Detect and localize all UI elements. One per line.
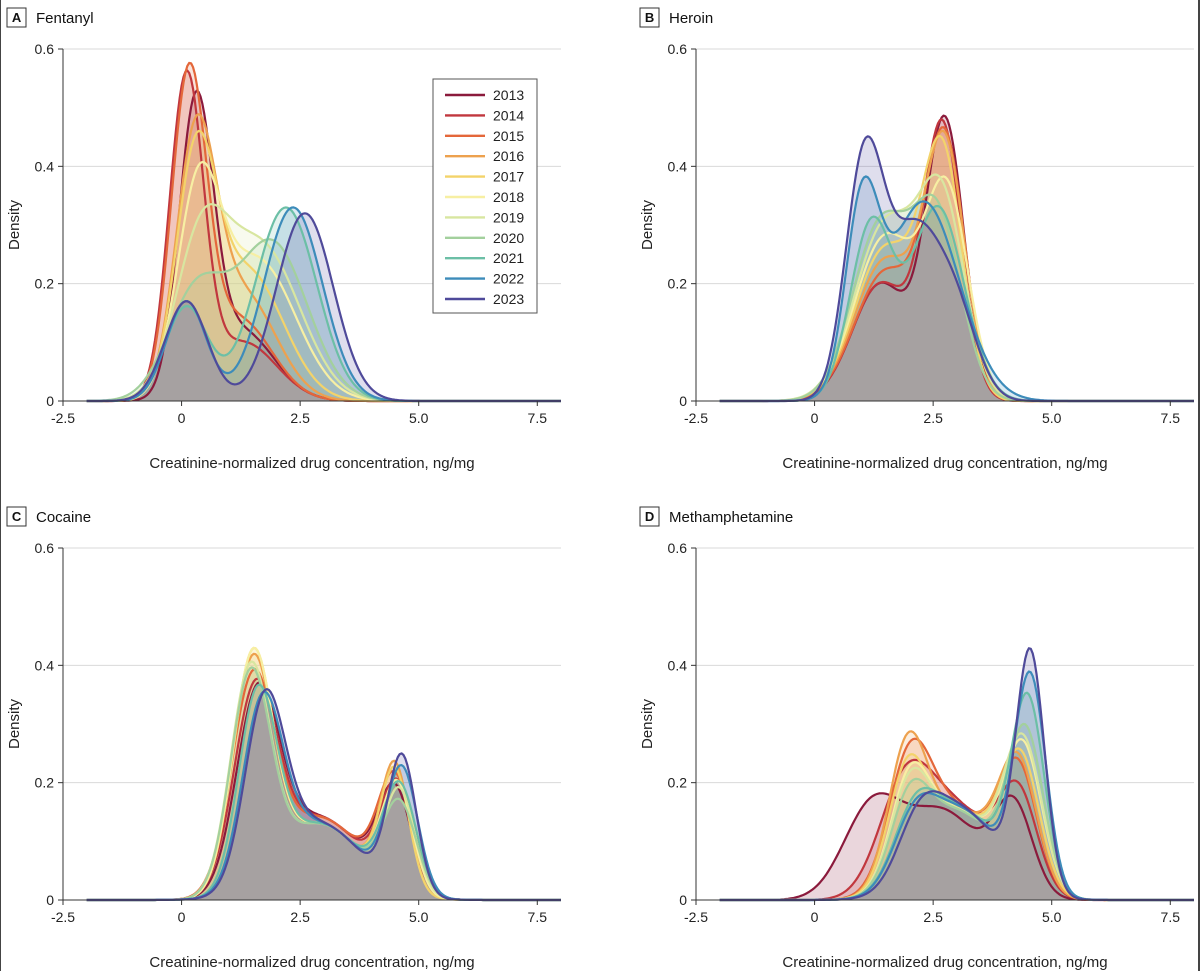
y-tick-label: 0 bbox=[679, 393, 687, 409]
series-area-2014 bbox=[86, 70, 561, 401]
panel-letter: A bbox=[12, 10, 22, 25]
panel-title: Cocaine bbox=[36, 509, 91, 526]
x-tick-label: 7.5 bbox=[528, 410, 548, 426]
x-tick-label: 5.0 bbox=[1042, 909, 1062, 925]
panel-letter-box bbox=[639, 506, 660, 527]
x-ticks: -2.5 0 2.5 5.0 7.5 bbox=[51, 401, 547, 426]
x-ticks: -2.5 0 2.5 5.0 7.5 bbox=[51, 900, 547, 925]
y-axis-label: Density bbox=[639, 698, 656, 749]
x-axis-label: Creatinine-normalized drug concentration… bbox=[149, 954, 474, 971]
panel-letter: C bbox=[12, 509, 22, 524]
x-tick-label: 7.5 bbox=[528, 909, 548, 925]
panel-letter-box bbox=[639, 7, 660, 28]
legend-label-2014: 2014 bbox=[493, 107, 524, 123]
x-tick-label: 2.5 bbox=[923, 909, 943, 925]
y-axis-label: Density bbox=[6, 698, 23, 749]
overlap-area bbox=[86, 695, 561, 900]
panel-cocaine: -2.5 0 2.5 5.0 7.5 00.20.40.6 C Cocaine Crea… bbox=[6, 506, 561, 971]
legend: 2013 2014 2015 2016 2017 2018 2019 2020 2021 2022… bbox=[432, 78, 538, 314]
series-area-2014 bbox=[719, 119, 1194, 402]
x-tick-label: 2.5 bbox=[923, 410, 943, 426]
legend-label-2016: 2016 bbox=[493, 148, 524, 164]
x-tick-label: 5.0 bbox=[409, 909, 429, 925]
x-axis-label: Creatinine-normalized drug concentration… bbox=[149, 455, 474, 472]
legend-label-2018: 2018 bbox=[493, 189, 524, 205]
x-tick-label: 0 bbox=[178, 909, 186, 925]
x-tick-label: 0 bbox=[178, 410, 186, 426]
x-axis-label: Creatinine-normalized drug concentration… bbox=[782, 455, 1107, 472]
x-tick-label: 2.5 bbox=[290, 410, 310, 426]
y-tick-label: 0 bbox=[679, 892, 687, 908]
panel-heroin: -2.5 0 2.5 5.0 7.5 00.20.40.6 B Heroin Creat… bbox=[639, 7, 1194, 472]
y-tick-label: 0 bbox=[46, 892, 54, 908]
x-tick-label: 7.5 bbox=[1161, 909, 1181, 925]
x-ticks: -2.5 0 2.5 5.0 7.5 bbox=[684, 900, 1180, 925]
panel-heroin-series bbox=[719, 114, 1194, 403]
y-tick-label: 0.2 bbox=[35, 276, 55, 292]
x-tick-label: 0 bbox=[811, 410, 819, 426]
legend-label-2023: 2023 bbox=[493, 291, 524, 307]
y-tick-label: 0.4 bbox=[35, 158, 55, 174]
legend-label-2017: 2017 bbox=[493, 169, 524, 185]
x-tick-label: 0 bbox=[811, 909, 819, 925]
y-ticks: 0 0.2 0.4 0.6 bbox=[668, 540, 696, 908]
series-area-2015 bbox=[86, 62, 561, 402]
y-tick-label: 0.6 bbox=[35, 41, 55, 57]
x-tick-label: 5.0 bbox=[409, 410, 429, 426]
y-ticks: 0 0.2 0.4 0.6 bbox=[35, 540, 63, 908]
x-tick-label: -2.5 bbox=[684, 909, 708, 925]
y-tick-label: 0.2 bbox=[35, 775, 55, 791]
legend-label-2022: 2022 bbox=[493, 271, 524, 287]
panel-methamphetamine-series bbox=[719, 647, 1194, 902]
y-ticks: 0 0.2 0.4 0.6 bbox=[35, 41, 63, 409]
panel-letter: B bbox=[645, 10, 654, 25]
legend-label-2013: 2013 bbox=[493, 87, 524, 103]
y-tick-label: 0 bbox=[46, 393, 54, 409]
x-tick-label: -2.5 bbox=[51, 410, 75, 426]
overlap-area bbox=[719, 795, 1194, 900]
panel-fentanyl: -2.5 0 2.5 5.0 7.5 00.20.40.6 A Fentanyl Cre… bbox=[6, 7, 561, 472]
panel-title: Fentanyl bbox=[36, 10, 94, 27]
y-tick-label: 0.2 bbox=[668, 775, 688, 791]
legend-label-2019: 2019 bbox=[493, 209, 524, 225]
y-axis-label: Density bbox=[639, 199, 656, 250]
panel-title: Heroin bbox=[669, 10, 713, 27]
panel-cocaine-series bbox=[86, 646, 561, 902]
y-tick-label: 0.4 bbox=[35, 657, 55, 673]
y-tick-label: 0.6 bbox=[668, 540, 688, 556]
legend-label-2021: 2021 bbox=[493, 250, 524, 266]
x-axis-label: Creatinine-normalized drug concentration… bbox=[782, 954, 1107, 971]
x-tick-label: -2.5 bbox=[51, 909, 75, 925]
x-tick-label: 2.5 bbox=[290, 909, 310, 925]
legend-label-2015: 2015 bbox=[493, 128, 524, 144]
y-tick-label: 0.4 bbox=[668, 158, 688, 174]
panel-methamphetamine: -2.5 0 2.5 5.0 7.5 00.20.40.6 D Methamphetam… bbox=[639, 506, 1194, 971]
overlap-area bbox=[86, 306, 561, 401]
y-axis-label: Density bbox=[6, 199, 23, 250]
series-area-2020 bbox=[719, 723, 1194, 900]
x-tick-label: 7.5 bbox=[1161, 410, 1181, 426]
series-area-2023 bbox=[719, 136, 1194, 402]
y-ticks: 0 0.2 0.4 0.6 bbox=[668, 41, 696, 409]
panel-methamphetamine-grid bbox=[696, 547, 1194, 784]
panel-title: Methamphetamine bbox=[669, 509, 793, 526]
x-tick-label: -2.5 bbox=[684, 410, 708, 426]
x-ticks: -2.5 0 2.5 5.0 7.5 bbox=[684, 401, 1180, 426]
legend-label-2020: 2020 bbox=[493, 230, 524, 246]
x-tick-label: 5.0 bbox=[1042, 410, 1062, 426]
y-tick-label: 0.6 bbox=[668, 41, 688, 57]
panel-letter: D bbox=[645, 509, 654, 524]
panel-letter-box bbox=[6, 506, 27, 527]
series-area-2013 bbox=[86, 90, 561, 401]
series-area-2013 bbox=[719, 115, 1194, 401]
panel-cocaine-grid bbox=[63, 547, 561, 784]
y-tick-label: 0.2 bbox=[668, 276, 688, 292]
panel-letter-box bbox=[6, 7, 27, 28]
overlap-area bbox=[719, 223, 1194, 401]
y-tick-label: 0.4 bbox=[668, 657, 688, 673]
y-tick-label: 0.6 bbox=[35, 540, 55, 556]
